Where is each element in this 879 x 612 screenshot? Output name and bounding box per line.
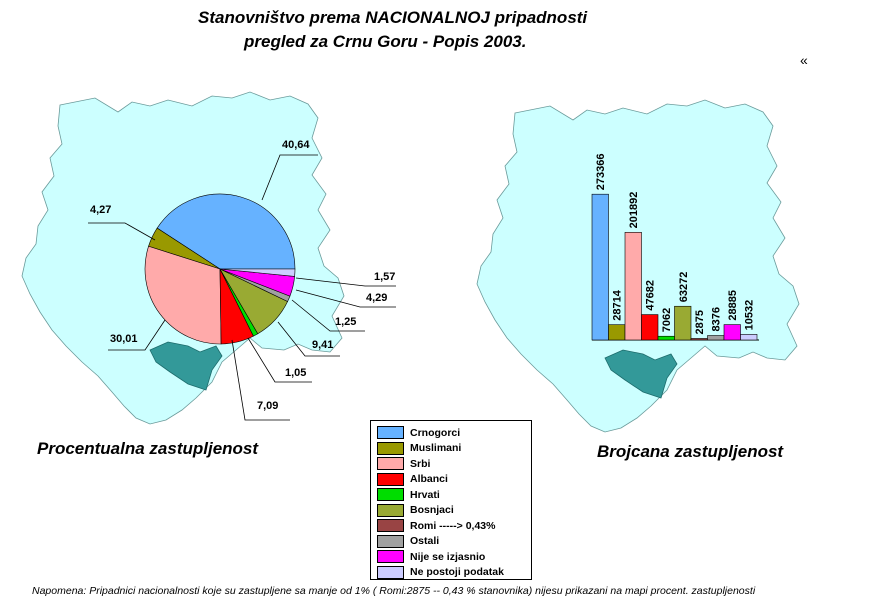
- legend-label: Muslimani: [410, 442, 462, 454]
- bar-muslimani: [608, 324, 626, 341]
- legend-item-nije-se-izjasnio: Nije se izjasnio: [377, 550, 485, 563]
- pie-value-label: 1,57: [374, 271, 395, 283]
- pie-value-label: 9,41: [312, 339, 333, 351]
- pie-value-label: 1,25: [335, 316, 356, 328]
- legend-item-albanci: Albanci: [377, 472, 448, 486]
- chart-title-line1: Stanovništvo prema NACIONALNOJ pripadnos…: [198, 8, 588, 27]
- bar-value-label: 28885: [727, 290, 739, 321]
- legend-item-romi: Romi -----> 0,43%: [377, 519, 495, 532]
- legend-item-bosnjaci: Bosnjaci: [377, 503, 454, 517]
- legend-label: Crnogorci: [410, 426, 461, 439]
- pie-chart-subtitle: Procentualna zastupljenost: [37, 439, 259, 458]
- bar-value-label: 28714: [612, 289, 624, 320]
- bar-chart: 273366 28714 201892 47682 7062 63272 2875 8376 2…: [591, 153, 759, 341]
- pie-leader-line: [261, 154, 318, 201]
- pie-leader-line: [295, 289, 396, 308]
- bar-value-label: 201892: [628, 192, 640, 229]
- pie-value-label: 1,05: [285, 367, 306, 379]
- bar-value-label: 47682: [645, 280, 657, 311]
- legend-item-muslimani: Muslimani: [377, 441, 462, 455]
- legend-swatch: [377, 488, 404, 501]
- legend-swatch: [377, 550, 404, 563]
- pie-value-label: 7,09: [257, 400, 278, 412]
- legend-swatch: [377, 503, 404, 517]
- pie-leader-line: [231, 339, 290, 421]
- bar-value-label: 273366: [595, 153, 607, 190]
- footnote: Napomena: Pripadnici nacionalnosti koje …: [32, 585, 756, 597]
- bar-value-label: 2875: [694, 310, 706, 334]
- pie-leader-line: [295, 277, 396, 287]
- bar-chart-subtitle: Brojcana zastupljenost: [597, 442, 784, 461]
- pie-leader-line: [277, 321, 340, 357]
- pie-value-label: 40,64: [282, 139, 310, 151]
- legend-label: Bosnjaci: [410, 504, 454, 516]
- bar-albanci: [641, 314, 659, 341]
- pie-leader-line: [88, 222, 156, 241]
- legend-swatch: [377, 565, 404, 579]
- pie-leader-line: [291, 299, 365, 332]
- legend-item-hrvati: Hrvati: [377, 488, 440, 501]
- bar-value-label: 7062: [661, 308, 673, 332]
- bar-value-label: 63272: [678, 272, 690, 303]
- pie-value-label: 30,01: [110, 333, 138, 345]
- bar-ostali: [707, 335, 725, 341]
- corner-mark: «: [800, 52, 808, 68]
- legend-item-ostali: Ostali: [377, 534, 440, 548]
- pie-chart: 40,64 4,27 30,01 7,09 1,05 9,411,25 4,29 1,57: [88, 139, 396, 421]
- bar-hrvati: [657, 335, 675, 341]
- legend-swatch: [377, 519, 404, 532]
- legend-swatch: [377, 441, 404, 455]
- bar-romi: [690, 338, 708, 341]
- chart-title-line2: pregled za Crnu Goru - Popis 2003.: [244, 32, 527, 51]
- legend-label: Hrvati: [410, 488, 440, 501]
- bar-ne-postoji-podatak: [740, 334, 758, 341]
- legend-swatch: [377, 472, 404, 486]
- pie-leader-line: [247, 337, 312, 383]
- pie-slice-srbi: [144, 245, 222, 345]
- legend-label: Srbi: [410, 457, 431, 470]
- chart-legend: Crnogorci Muslimani Srbi Albanci Hrvati …: [370, 420, 532, 580]
- bar-srbi: [624, 232, 642, 341]
- bar-nije-se-izjasnio: [723, 324, 741, 341]
- legend-swatch: [377, 534, 404, 548]
- legend-item-crnogorci: Crnogorci: [377, 426, 460, 439]
- legend-label: Ostali: [410, 535, 440, 547]
- bar-value-label: 10532: [744, 300, 756, 331]
- legend-label: Albanci: [410, 473, 448, 485]
- legend-label: Nije se izjasnio: [410, 550, 486, 563]
- legend-swatch: [377, 457, 404, 470]
- pie-value-label: 4,27: [90, 204, 111, 216]
- bar-bosnjaci: [674, 305, 692, 341]
- legend-label: Ne postoji podatak: [410, 566, 504, 578]
- legend-item-ne-postoji-podatak: Ne postoji podatak: [377, 565, 504, 579]
- bar-crnogorci: [591, 193, 609, 341]
- legend-item-srbi: Srbi: [377, 457, 430, 470]
- pie-leader-line: [108, 319, 166, 351]
- bar-value-label: 8376: [711, 307, 723, 331]
- pie-value-label: 4,29: [366, 292, 387, 304]
- legend-swatch: [377, 426, 404, 439]
- legend-label: Romi -----> 0,43%: [410, 519, 496, 532]
- pie-slice-ne-postoji-podatak: [219, 268, 296, 277]
